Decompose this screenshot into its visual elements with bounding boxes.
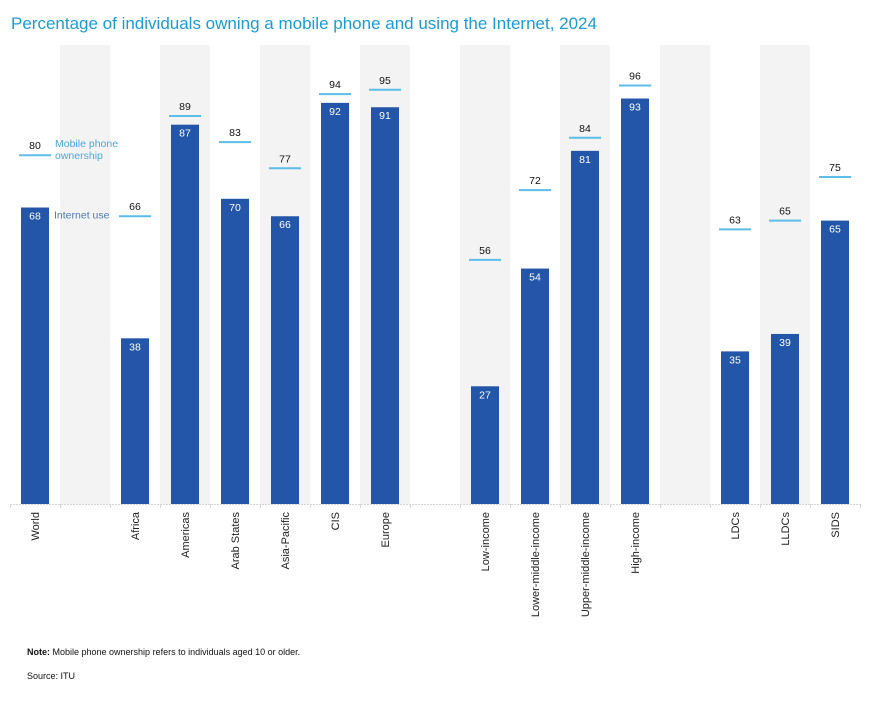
- bar-value-label: 81: [579, 154, 591, 166]
- bar-value-label: 93: [629, 102, 641, 114]
- marker-value-label: 63: [729, 214, 741, 226]
- footnote-label: Note:: [27, 647, 50, 657]
- x-tick-label: Lower-middle-income: [530, 512, 542, 617]
- marker-value-label: 84: [579, 123, 591, 135]
- marker-value-label: 65: [779, 206, 791, 218]
- bar-value-label: 70: [229, 202, 241, 214]
- bar-value-label: 27: [479, 389, 491, 401]
- x-tick-label: SIDS: [830, 512, 842, 538]
- marker-value-label: 72: [529, 175, 541, 187]
- x-tick-label: Europe: [380, 512, 392, 547]
- marker-value-label: 66: [129, 201, 141, 213]
- marker-value-label: 95: [379, 75, 391, 87]
- bar-value-label: 35: [729, 354, 741, 366]
- marker-value-label: 56: [479, 245, 491, 257]
- marker-value-label: 77: [279, 153, 291, 165]
- bar-internet-use: [521, 268, 549, 504]
- x-tick-label: LLDCs: [780, 512, 792, 546]
- bar-value-label: 68: [29, 211, 41, 223]
- source-text: Source: ITU: [27, 671, 76, 681]
- marker-value-label: 94: [329, 79, 341, 91]
- legend-label-mobile-ownership: Mobile phone: [55, 138, 118, 150]
- marker-value-label: 96: [629, 70, 641, 82]
- bar-internet-use: [471, 386, 499, 504]
- bar-internet-use: [121, 338, 149, 504]
- bar-value-label: 38: [129, 341, 141, 353]
- bar-internet-use: [321, 102, 349, 504]
- x-tick-label: Africa: [130, 511, 142, 540]
- bar-value-label: 66: [279, 219, 291, 231]
- x-tick-label: Low-income: [480, 512, 492, 571]
- x-tick-label: Americas: [180, 512, 192, 558]
- bar-internet-use: [21, 207, 49, 504]
- x-tick-label: Asia-Pacific: [280, 512, 292, 570]
- bar-value-label: 92: [329, 106, 341, 118]
- x-tick-label: World: [30, 512, 42, 541]
- bar-internet-use: [171, 124, 199, 505]
- marker-value-label: 80: [29, 140, 41, 152]
- background-band: [60, 45, 110, 504]
- footnote-text: Mobile phone ownership refers to individ…: [50, 647, 301, 657]
- bar-internet-use: [271, 216, 299, 505]
- x-tick-label: LDCs: [730, 512, 742, 540]
- internet-use-bars: [21, 98, 849, 505]
- marker-value-label: 89: [179, 101, 191, 113]
- x-tick-label: Arab States: [230, 512, 242, 570]
- legend-label-mobile-ownership: ownership: [55, 150, 103, 162]
- x-tick-label: CIS: [330, 512, 342, 530]
- chart-title: Percentage of individuals owning a mobil…: [11, 14, 597, 33]
- mobile-ownership-markers: [19, 84, 851, 261]
- legend-label-internet-use: Internet use: [54, 210, 110, 222]
- bar-value-label: 87: [179, 128, 191, 140]
- x-axis-baseline: [10, 504, 861, 508]
- bar-internet-use: [771, 333, 799, 504]
- data-labels: 68 80 38 66 87 89 70 83 66 77 92 94 91 95 27 56 54 72 81 84…: [29, 70, 841, 401]
- bar-internet-use: [821, 220, 849, 504]
- marker-value-label: 83: [229, 127, 241, 139]
- bar-internet-use: [621, 98, 649, 505]
- bar-value-label: 65: [829, 224, 841, 236]
- x-tick-label: High-income: [630, 512, 642, 574]
- bar-internet-use: [221, 198, 249, 505]
- bar-internet-use: [721, 351, 749, 504]
- marker-value-label: 75: [829, 162, 841, 174]
- bar-value-label: 54: [529, 272, 541, 284]
- bar-internet-use: [571, 150, 599, 504]
- background-band: [660, 45, 710, 504]
- bar-value-label: 39: [779, 337, 791, 349]
- x-tick-label: Upper-middle-income: [580, 512, 592, 617]
- footnote: Note: Mobile phone ownership refers to i…: [27, 647, 300, 657]
- bar-internet-use: [371, 107, 399, 505]
- x-tick-labels: World Africa Americas Arab States Asia-Pacif…: [30, 511, 842, 617]
- bar-value-label: 91: [379, 110, 391, 122]
